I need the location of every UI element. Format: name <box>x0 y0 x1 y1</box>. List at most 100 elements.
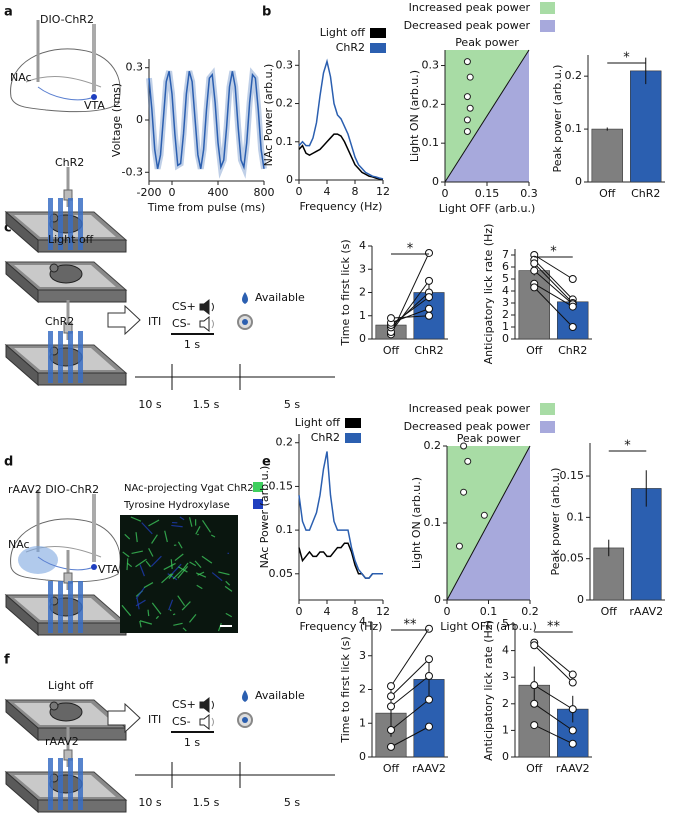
micrograph-fiber <box>168 599 174 611</box>
x-tick-label: 12 <box>376 605 390 618</box>
timeline-label: 10 s <box>138 398 161 411</box>
micrograph-fiber <box>163 562 176 571</box>
significance-label: * <box>623 51 630 66</box>
micrograph-fiber <box>189 561 197 567</box>
bar <box>630 488 662 601</box>
task-label: Available <box>255 291 305 304</box>
significance-label: * <box>624 439 631 454</box>
legend-label: Light off <box>295 416 341 429</box>
micrograph-fiber <box>135 558 147 568</box>
y-tick-label: 0 <box>136 113 143 126</box>
point <box>425 304 433 313</box>
point <box>530 699 539 708</box>
micrograph-fiber <box>126 558 129 571</box>
point <box>387 682 395 691</box>
x-tick-label: 0 <box>444 605 451 618</box>
pair-line <box>533 287 574 328</box>
speaker-wave <box>211 319 214 329</box>
y-axis-label: Anticipatory lick rate (Hz) <box>482 224 495 365</box>
micrograph-fiber <box>171 524 183 528</box>
arrow <box>107 702 141 734</box>
y-tick-label: 0.1 <box>276 135 294 148</box>
speaker-wave <box>211 302 214 312</box>
y-tick-label: 0 <box>359 750 366 763</box>
y-tick-label: 0 <box>502 750 509 763</box>
x-tick-label: 800 <box>254 186 275 199</box>
y-axis-label: Time to first lick (s) <box>339 239 352 346</box>
y-tick-label: 0.1 <box>567 510 585 523</box>
stain-legend-swatch <box>253 499 263 509</box>
light-beam <box>48 331 53 383</box>
pair-line <box>533 259 574 300</box>
y-tick-label: 2 <box>359 286 366 299</box>
y-tick-label: 3 <box>502 670 509 683</box>
pair-line <box>533 270 574 305</box>
point <box>425 655 433 664</box>
panel-label: d <box>4 455 13 470</box>
y-tick-label: 2 <box>359 683 366 696</box>
point <box>530 641 539 650</box>
point <box>568 670 577 679</box>
micrograph-fiber <box>225 580 231 586</box>
x-axis-label: Frequency (Hz) <box>300 200 383 213</box>
micrograph-fiber <box>150 555 162 567</box>
pair-line <box>390 675 430 707</box>
point <box>568 275 577 283</box>
y-tick-label: 0.2 <box>424 439 442 452</box>
diagonal <box>446 445 531 601</box>
micrograph-fiber <box>211 572 223 582</box>
micrograph-fiber <box>143 582 154 589</box>
panel-label: c <box>4 221 12 236</box>
y-axis-label: Voltage (rms) <box>110 83 123 157</box>
y-tick-label: 0 <box>577 593 584 606</box>
micrograph-fiber <box>225 612 233 618</box>
x-tick-label: ChR2 <box>558 344 587 357</box>
point <box>455 542 463 550</box>
point <box>425 248 433 257</box>
significance-label: ** <box>547 620 561 635</box>
micrograph-fiber <box>172 569 184 580</box>
box-front <box>37 289 127 303</box>
chart-title: Peak power <box>457 432 521 445</box>
spout-drop <box>242 717 248 723</box>
x-axis-label: Frequency (Hz) <box>300 620 383 633</box>
micrograph-fiber <box>164 530 168 543</box>
diagonal <box>444 49 530 183</box>
diagram-label: Light off <box>48 233 94 246</box>
x-axis-label: Light OFF (arb.u.) <box>439 202 536 215</box>
chart: -0.3 0 0.3 -200 0 400 800 Voltage (rms) Time fro… <box>110 59 275 214</box>
light-beam <box>48 758 53 810</box>
y-tick-label: 0.2 <box>565 69 583 82</box>
micrograph-fiber <box>141 522 153 535</box>
x-tick-label: 0 <box>169 186 176 199</box>
pair-line <box>533 642 574 675</box>
x-tick-label: 0 <box>296 605 303 618</box>
region-legend-label: Decreased peak power <box>404 420 531 433</box>
y-tick-label: 0.3 <box>276 58 294 71</box>
task-label: Available <box>255 689 305 702</box>
legend-swatch <box>345 433 361 443</box>
light-beam <box>48 198 53 250</box>
y-tick-label: 0.2 <box>276 97 294 110</box>
y-tick-label: 4 <box>502 284 509 297</box>
point <box>460 442 468 450</box>
x-tick-label: ChR2 <box>414 344 443 357</box>
micrograph-fiber <box>195 526 201 535</box>
chart-title: Peak power <box>455 36 519 49</box>
micrograph-fiber <box>135 586 146 599</box>
x-tick-label: 0.15 <box>475 187 500 200</box>
y-tick-label: 3 <box>359 649 366 662</box>
micrograph-fiber <box>122 551 130 558</box>
chart: 0 1 2 3 4 5 Anticipatory lick rate (Hz) Off rAAV… <box>482 617 592 775</box>
x-tick-label: rAAV2 <box>556 762 590 775</box>
diagram-label: VTA <box>98 563 119 576</box>
micrograph-fiber <box>147 609 150 617</box>
micrograph-fiber <box>155 615 160 620</box>
diagram-label: DIO-ChR2 <box>40 13 94 26</box>
micrograph-fiber <box>224 585 233 592</box>
y-axis-label: Light ON (arb.u.) <box>408 70 421 162</box>
region-legend-swatch <box>540 20 555 32</box>
